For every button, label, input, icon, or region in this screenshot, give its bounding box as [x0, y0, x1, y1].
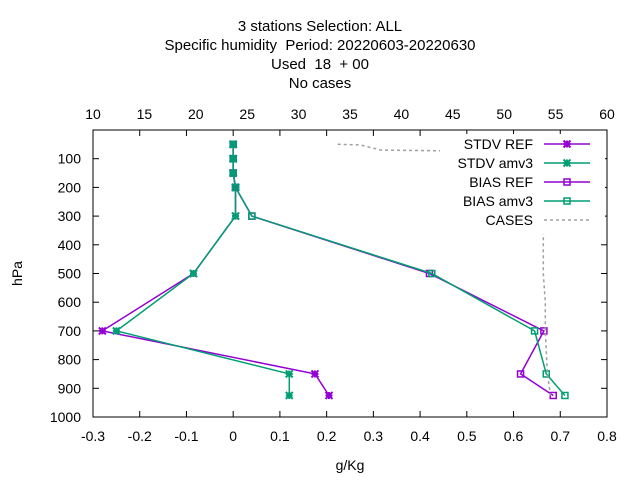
x-tick-label-10: 0.7: [551, 428, 571, 444]
x-tick-label-7: 0.4: [410, 428, 430, 444]
x-tick-label-3: 0: [229, 428, 237, 444]
x2-tick-label-3: 25: [239, 106, 255, 122]
y-tick-label-7: 800: [58, 352, 82, 368]
series-line-1: [114, 144, 291, 396]
y-tick-label-6: 700: [58, 323, 82, 339]
x2-tick-label-2: 20: [188, 106, 204, 122]
series-3-point-5: [428, 269, 436, 278]
y-tick-label-9: 1000: [50, 409, 81, 425]
x2-tick-label-5: 35: [342, 106, 358, 122]
x-tick-label-0: -0.3: [81, 428, 105, 444]
series-0-point-7: [310, 369, 320, 379]
y-tick-label-3: 400: [58, 237, 82, 253]
y-axis-label: hPa: [9, 261, 25, 286]
series-3-point-7: [542, 370, 551, 378]
series-3-point-6: [530, 327, 539, 335]
x-tick-label-5: 0.2: [317, 428, 337, 444]
series-3-point-0: [229, 140, 237, 149]
x-axis-label: g/Kg: [336, 457, 365, 473]
series-1-point-8: [285, 391, 294, 400]
legend-label-0: STDV REF: [464, 136, 533, 152]
series-0-point-6: [98, 326, 107, 336]
series-2-point-6: [540, 327, 548, 335]
series-1-point-5: [189, 269, 198, 278]
y-tick-label-5: 600: [58, 294, 82, 310]
x2-tick-label-10: 60: [599, 106, 615, 122]
legend-marker-1: [562, 158, 572, 168]
x2-tick-label-8: 50: [496, 106, 512, 122]
x2-tick-label-1: 15: [137, 106, 153, 122]
series-3-point-8: [561, 391, 569, 400]
x-tick-label-9: 0.6: [504, 428, 524, 444]
chart-title-line-2: Specific humidity Period: 20220603-20220…: [164, 37, 476, 54]
x2-tick-label-4: 30: [291, 106, 307, 122]
legend-marker-2: [563, 178, 571, 186]
legend-label-4: CASES: [486, 212, 533, 228]
legend-backdrop: [440, 134, 605, 234]
series-line-3: [232, 144, 566, 396]
series-1-point-4: [231, 211, 240, 221]
x2-tick-label-9: 55: [548, 106, 564, 122]
chart-title-line-4: No cases: [288, 75, 352, 92]
y-tick-label-0: 100: [58, 151, 82, 167]
x-tick-label-4: 0.1: [270, 428, 290, 444]
y-tick-label-1: 200: [58, 179, 82, 195]
legend-marker-3: [563, 197, 571, 205]
chart-title-line-3: Used 18 + 00: [271, 56, 369, 73]
series-3-point-1: [229, 154, 237, 163]
x2-tick-label-6: 40: [394, 106, 410, 122]
legend-marker-0: [562, 139, 572, 149]
x2-tick-label-7: 45: [445, 106, 461, 122]
x-tick-label-11: 0.8: [597, 428, 617, 444]
series-1-point-7: [285, 369, 294, 379]
legend-label-3: BIAS amv3: [463, 193, 533, 209]
x-tick-label-1: -0.2: [128, 428, 152, 444]
legend-label-2: BIAS REF: [469, 174, 533, 190]
x-tick-label-6: 0.3: [364, 428, 384, 444]
y-tick-label-4: 500: [58, 266, 82, 282]
x-tick-label-2: -0.1: [174, 428, 198, 444]
series-2-point-7: [516, 370, 525, 378]
y-tick-label-8: 900: [58, 380, 82, 396]
x2-tick-label-0: 10: [85, 106, 101, 122]
series-3-point-2: [229, 169, 237, 177]
legend-label-1: STDV amv3: [458, 155, 534, 171]
series-3-point-4: [248, 212, 256, 220]
chart-title-line-1: 3 stations Selection: ALL: [237, 18, 403, 35]
series-1-point-6: [112, 326, 121, 336]
y-tick-label-2: 300: [58, 208, 82, 224]
series-3-point-3: [231, 183, 240, 192]
x-tick-label-8: 0.5: [457, 428, 477, 444]
series-0-point-8: [324, 391, 334, 400]
series-line-0: [100, 144, 330, 396]
